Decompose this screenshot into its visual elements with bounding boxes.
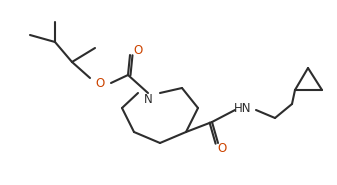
Text: O: O [95,77,104,90]
Text: O: O [133,43,143,56]
Text: O: O [217,142,226,154]
Text: N: N [144,92,152,105]
Text: HN: HN [234,102,252,115]
